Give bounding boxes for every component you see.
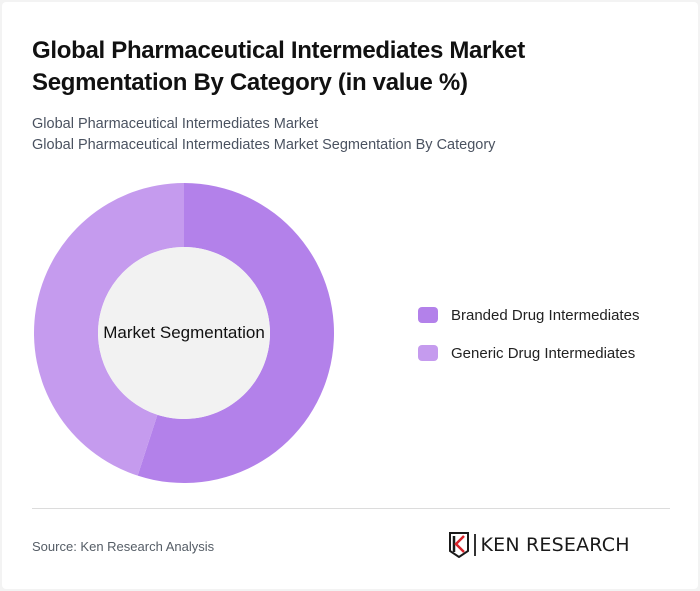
legend-swatch-branded <box>418 307 438 323</box>
logo-separator <box>474 534 476 556</box>
legend-item-generic[interactable]: Generic Drug Intermediates <box>418 343 639 363</box>
donut-chart: Market Segmentation <box>33 182 335 484</box>
subtitle-line-2: Global Pharmaceutical Intermediates Mark… <box>32 137 496 153</box>
legend-swatch-generic <box>418 345 438 361</box>
donut-svg <box>33 183 335 483</box>
source-note: Source: Ken Research Analysis <box>32 539 215 554</box>
ken-research-logo: KEN RESEARCH <box>449 532 630 558</box>
chart-legend: Branded Drug Intermediates Generic Drug … <box>418 305 639 381</box>
legend-label: Generic Drug Intermediates <box>451 344 636 362</box>
donut-hole <box>98 247 270 419</box>
ken-shield-icon <box>449 532 469 558</box>
logo-text: KEN RESEARCH <box>480 534 630 556</box>
chart-subtitle: Global Pharmaceutical Intermediates Mark… <box>32 114 672 156</box>
subtitle-line-1: Global Pharmaceutical Intermediates Mark… <box>32 116 319 132</box>
donut-segment-generic[interactable] <box>33 183 185 476</box>
legend-item-branded[interactable]: Branded Drug Intermediates <box>418 305 639 325</box>
footer-divider <box>32 508 670 509</box>
donut-center-label: Market Segmentation <box>103 323 265 342</box>
donut-segment-branded[interactable] <box>137 183 335 483</box>
chart-title: Global Pharmaceutical Intermediates Mark… <box>32 37 525 96</box>
legend-label: Branded Drug Intermediates <box>451 306 640 324</box>
